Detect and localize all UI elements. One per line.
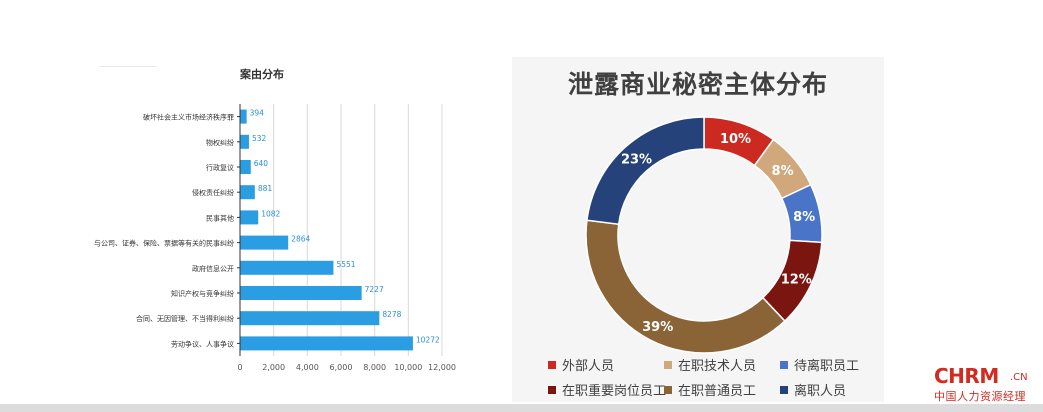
- donut-slice-label: 8%: [793, 210, 815, 225]
- donut-slice: [586, 116, 705, 226]
- legend-label: 在职重要岗位员工: [562, 384, 667, 399]
- bar-chart-title: 案由分布: [239, 67, 284, 81]
- pie-chart-panel: 泄露商业秘密主体分布 10% 8% 8% 12% 39% 23% 外部人员 在职技术人员 待离…: [512, 57, 884, 402]
- legend-swatch: [548, 360, 556, 369]
- bar-axis: 0 2,000 4,000 6,000 8,000 10,000 12,000 破坏社会主义市…: [94, 104, 456, 372]
- legend-swatch: [664, 385, 672, 394]
- legend-swatch: [780, 385, 788, 394]
- legend-item: 在职普通员工: [664, 380, 780, 399]
- bar: [240, 185, 255, 200]
- bar-value-label: 10272: [416, 335, 440, 344]
- pie-chart-title: 泄露商业秘密主体分布: [567, 70, 828, 99]
- bar: [240, 311, 380, 326]
- divider-line: [100, 66, 156, 67]
- legend-swatch: [548, 385, 556, 394]
- bar-x-tick-label: 2,000: [262, 363, 285, 372]
- donut-slice-label: 23%: [621, 152, 652, 167]
- bar-x-tick-label: 6,000: [330, 363, 353, 372]
- legend-item: 在职重要岗位员工: [548, 380, 667, 399]
- bottom-strip: [0, 404, 1043, 412]
- legend-swatch: [780, 360, 788, 369]
- legend-label: 待离职员工: [794, 359, 860, 374]
- bar: [240, 134, 249, 149]
- legend-label: 在职技术人员: [678, 359, 757, 374]
- bar: [240, 109, 247, 124]
- legend-label: 外部人员: [562, 359, 615, 374]
- legend-label: 离职人员: [794, 384, 847, 399]
- donut-chart: 10% 8% 8% 12% 39% 23%: [585, 116, 823, 354]
- legend-swatch: [664, 360, 672, 369]
- legend-item: 外部人员: [548, 355, 664, 374]
- logo-domain-suffix: .CN: [1010, 372, 1028, 383]
- legend-item: 离职人员: [780, 380, 880, 399]
- bar-x-tick-label: 12,000: [428, 363, 456, 372]
- bar-category-label: 合同、无因管理、不当得利纠纷: [136, 314, 234, 323]
- bar: [240, 336, 413, 351]
- donut-slice-label: 12%: [781, 272, 812, 287]
- bar-value-label: 640: [254, 159, 269, 168]
- donut-slice-label: 8%: [772, 164, 794, 179]
- bar-value-label: 1082: [261, 209, 280, 218]
- logo-main-text: CHRM: [934, 364, 999, 388]
- bar-category-label: 侵权责任纠纷: [192, 188, 234, 197]
- bar-category-label: 破坏社会主义市场经济秩序罪: [143, 113, 234, 122]
- bar-value-label: 2864: [291, 235, 310, 244]
- bar-value-label: 881: [258, 184, 273, 193]
- donut-slice-label: 10%: [720, 132, 751, 147]
- bar-value-label: 532: [252, 134, 267, 143]
- legend-item: 待离职员工: [780, 355, 880, 374]
- donut-slice-label: 39%: [642, 320, 673, 335]
- bar-value-label: 5551: [336, 260, 355, 269]
- bar-category-label: 知识产权与竞争纠纷: [171, 289, 234, 298]
- bar-x-tick-label: 10,000: [394, 363, 422, 372]
- bar-x-tick-label: 0: [237, 363, 242, 372]
- bar-chart: 案由分布 394 532 640 881 1082 2864 5551 7227 8278 102…: [94, 67, 456, 372]
- bar-value-label: 7227: [365, 285, 384, 294]
- bar-category-label: 与公司、证券、保险、票据等有关的民事纠纷: [94, 239, 234, 248]
- bar-category-label: 民事其他: [206, 213, 234, 222]
- bar-category-label: 政府信息公开: [192, 264, 234, 273]
- chrm-logo: CHRM .CN 中国人力资源经理: [934, 364, 1034, 404]
- bar: [240, 235, 289, 250]
- bar: [240, 210, 259, 225]
- bar: [240, 286, 362, 300]
- bar-marks: 394 532 640 881 1082 2864 5551 7227 8278 10272: [240, 109, 440, 351]
- bar-value-label: 8278: [382, 310, 401, 319]
- bar-category-label: 劳动争议、人事争议: [171, 339, 234, 348]
- bar-value-label: 394: [250, 109, 265, 118]
- bar-x-tick-label: 8,000: [363, 363, 386, 372]
- bar: [240, 260, 334, 275]
- donut-slice: [585, 219, 786, 354]
- logo-subtitle: 中国人力资源经理: [934, 390, 1026, 403]
- bar-category-label: 物权纠纷: [206, 138, 234, 147]
- bar: [240, 160, 251, 174]
- pie-legend: 外部人员 在职技术人员 待离职员工在职重要岗位员工 在职普通员工 离职人员: [548, 355, 868, 399]
- bar-x-tick-label: 4,000: [296, 363, 319, 372]
- legend-label: 在职普通员工: [678, 384, 757, 399]
- bar-category-label: 行政复议: [206, 163, 234, 172]
- legend-item: 在职技术人员: [664, 355, 780, 374]
